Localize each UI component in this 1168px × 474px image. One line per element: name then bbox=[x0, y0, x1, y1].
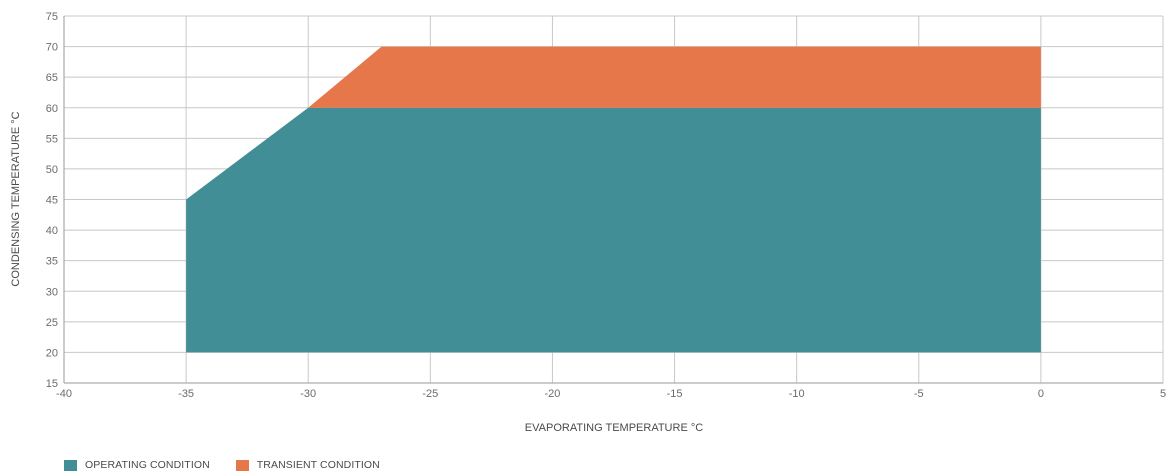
area-transient-condition[interactable] bbox=[308, 46, 1041, 108]
envelope-chart: -40 -35 -30 -25 -20 -15 -10 -5 0 5 15 20 25 30 35 40 45 5… bbox=[10, 11, 1166, 434]
axes bbox=[63, 16, 1163, 384]
y-tick-label-0: 15 bbox=[46, 378, 58, 390]
legend-item-transient[interactable]: TRANSIENT CONDITION bbox=[235, 459, 380, 471]
x-tick-label-7: -5 bbox=[914, 388, 924, 400]
y-axis-title: CONDENSING TEMPERATURE °C bbox=[10, 111, 22, 286]
x-axis-title: EVAPORATING TEMPERATURE °C bbox=[525, 422, 703, 434]
y-tick-label-4: 35 bbox=[46, 256, 58, 268]
x-tick-label-0: -40 bbox=[56, 388, 72, 400]
legend-label-transient: TRANSIENT CONDITION bbox=[256, 459, 380, 471]
legend-label-operating: OPERATING CONDITION bbox=[85, 459, 210, 471]
legend: OPERATING CONDITION TRANSIENT CONDITION bbox=[64, 459, 380, 471]
y-tick-label-9: 60 bbox=[46, 103, 58, 115]
y-tick-label-2: 25 bbox=[46, 317, 58, 329]
x-tick-label-5: -15 bbox=[667, 388, 683, 400]
area-operating-condition[interactable] bbox=[186, 107, 1041, 353]
y-tick-label-12: 75 bbox=[46, 11, 58, 23]
x-tick-label-9: 5 bbox=[1160, 388, 1166, 400]
y-tick-label-10: 65 bbox=[46, 72, 58, 84]
y-tick-label-5: 40 bbox=[46, 225, 58, 237]
legend-swatch-transient bbox=[235, 459, 249, 471]
legend-swatch-operating bbox=[64, 459, 77, 471]
x-tick-label-2: -30 bbox=[300, 388, 316, 400]
y-tick-label-7: 50 bbox=[46, 164, 58, 176]
y-tick-label-8: 55 bbox=[46, 133, 58, 145]
x-tick-label-1: -35 bbox=[178, 388, 194, 400]
legend-item-operating[interactable]: OPERATING CONDITION bbox=[64, 459, 210, 471]
y-tick-label-6: 45 bbox=[46, 195, 58, 207]
chart-areas bbox=[186, 46, 1041, 353]
tick-labels: -40 -35 -30 -25 -20 -15 -10 -5 0 5 15 20 25 30 35 40 45 5… bbox=[46, 11, 1166, 400]
x-tick-label-3: -25 bbox=[422, 388, 438, 400]
x-tick-label-6: -10 bbox=[789, 388, 805, 400]
y-tick-label-11: 70 bbox=[46, 42, 58, 54]
x-tick-label-4: -20 bbox=[544, 388, 560, 400]
y-tick-label-3: 30 bbox=[46, 286, 58, 298]
y-tick-label-1: 20 bbox=[46, 347, 58, 359]
x-tick-label-8: 0 bbox=[1038, 388, 1044, 400]
